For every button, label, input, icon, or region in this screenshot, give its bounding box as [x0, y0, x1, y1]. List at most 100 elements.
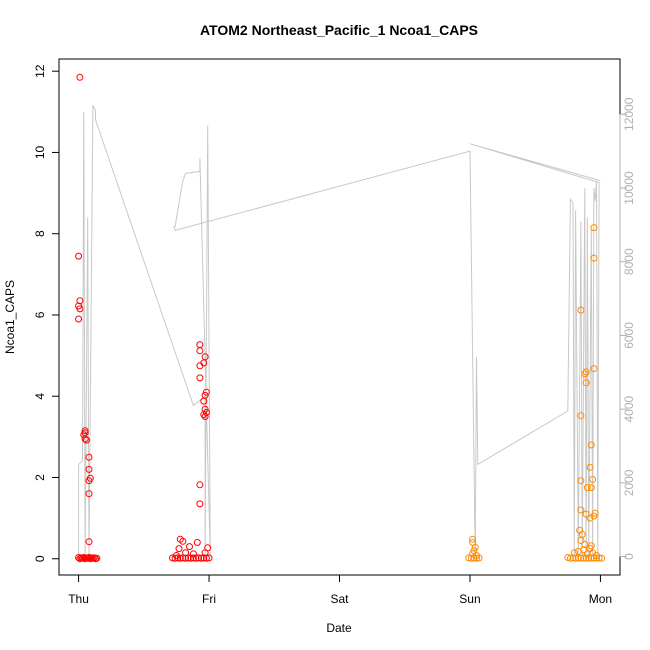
y2-tick-label: 8000 [622, 248, 636, 275]
points-layer [75, 73, 606, 563]
data-point [582, 510, 590, 518]
data-point [85, 453, 93, 461]
secondary-line-layer [78, 104, 601, 557]
data-point [587, 554, 595, 562]
data-point [469, 535, 477, 543]
data-point [75, 315, 83, 323]
data-point [577, 537, 585, 544]
data-point [587, 484, 595, 492]
y2-tick-label: 4000 [622, 395, 636, 422]
data-point [186, 543, 193, 551]
data-point [75, 252, 83, 260]
secondary-line [78, 104, 601, 557]
data-point [196, 347, 204, 355]
data-point [92, 555, 99, 563]
data-point [79, 554, 86, 562]
data-point [587, 441, 595, 449]
data-point [585, 554, 593, 562]
data-point [193, 539, 201, 546]
data-point [582, 368, 590, 376]
data-point [85, 490, 93, 498]
data-point [577, 477, 585, 485]
data-point [81, 435, 89, 443]
y-tick-label: 8 [33, 230, 47, 237]
data-point [577, 412, 585, 420]
y-tick-label: 6 [33, 311, 47, 318]
data-point [583, 484, 591, 492]
data-point [169, 554, 176, 562]
data-point [196, 341, 204, 349]
plot-frame [58, 58, 621, 576]
data-point [590, 224, 598, 232]
data-point [182, 554, 190, 562]
data-point [580, 554, 587, 562]
y2-tick-label: 12000 [622, 97, 636, 131]
data-point [175, 545, 183, 553]
data-point [85, 477, 93, 485]
data-point [469, 550, 477, 558]
data-point [187, 554, 195, 562]
y-tick-label: 10 [33, 145, 47, 159]
data-point [176, 554, 184, 562]
data-point [80, 554, 88, 561]
y-axis: 0 2 4 6 8 10 12 [33, 64, 60, 562]
data-point [598, 554, 606, 562]
data-point [200, 554, 208, 562]
data-point [195, 554, 203, 562]
data-point [577, 506, 585, 514]
y2-tick-label: 0 [622, 553, 636, 560]
data-point [586, 514, 594, 522]
data-point [569, 554, 577, 562]
data-point [76, 555, 84, 563]
data-point [196, 374, 204, 382]
data-point [470, 554, 478, 562]
data-point [86, 555, 94, 563]
data-point [577, 306, 585, 314]
x-axis: Thu Fri Sat Sun Mon [68, 574, 612, 606]
x-tick-label: Thu [68, 592, 89, 606]
data-point [197, 554, 205, 562]
y-tick-label: 0 [33, 555, 47, 562]
x-axis-label: Date [326, 621, 352, 635]
data-point [192, 554, 200, 562]
data-point [580, 546, 587, 554]
data-point [75, 554, 83, 561]
data-point [76, 305, 84, 313]
y-tick-label: 12 [33, 64, 47, 78]
data-point [574, 554, 582, 562]
x-tick-label: Sat [330, 592, 349, 606]
data-point [572, 554, 580, 562]
data-point [201, 413, 209, 420]
y2-tick-label: 10000 [622, 171, 636, 205]
data-point [171, 554, 179, 562]
data-point [85, 538, 93, 546]
y-tick-label: 4 [33, 393, 47, 400]
data-point [582, 379, 590, 387]
chart-title: ATOM2 Northeast_Pacific_1 Ncoa1_CAPS [200, 22, 478, 38]
data-point [174, 554, 182, 562]
data-point [593, 554, 600, 562]
data-point [581, 370, 589, 378]
data-point [200, 397, 208, 405]
data-point [205, 554, 213, 562]
data-point [184, 554, 192, 562]
data-point [81, 555, 89, 563]
data-point [471, 543, 479, 551]
data-point [595, 554, 603, 562]
y2-axis: 0 2000 4000 6000 8000 10000 12000 [619, 97, 636, 560]
x-tick-label: Mon [589, 592, 612, 606]
data-point [465, 554, 473, 562]
data-point [189, 554, 197, 562]
data-point [590, 365, 598, 373]
data-point [196, 500, 204, 508]
y-tick-label: 2 [33, 474, 47, 481]
data-point [85, 465, 93, 473]
data-point [179, 554, 187, 562]
y2-tick-label: 2000 [622, 469, 636, 496]
data-point [586, 463, 594, 471]
data-point [76, 73, 84, 81]
data-point [583, 550, 591, 558]
x-tick-label: Fri [202, 592, 216, 606]
data-point [590, 554, 598, 562]
